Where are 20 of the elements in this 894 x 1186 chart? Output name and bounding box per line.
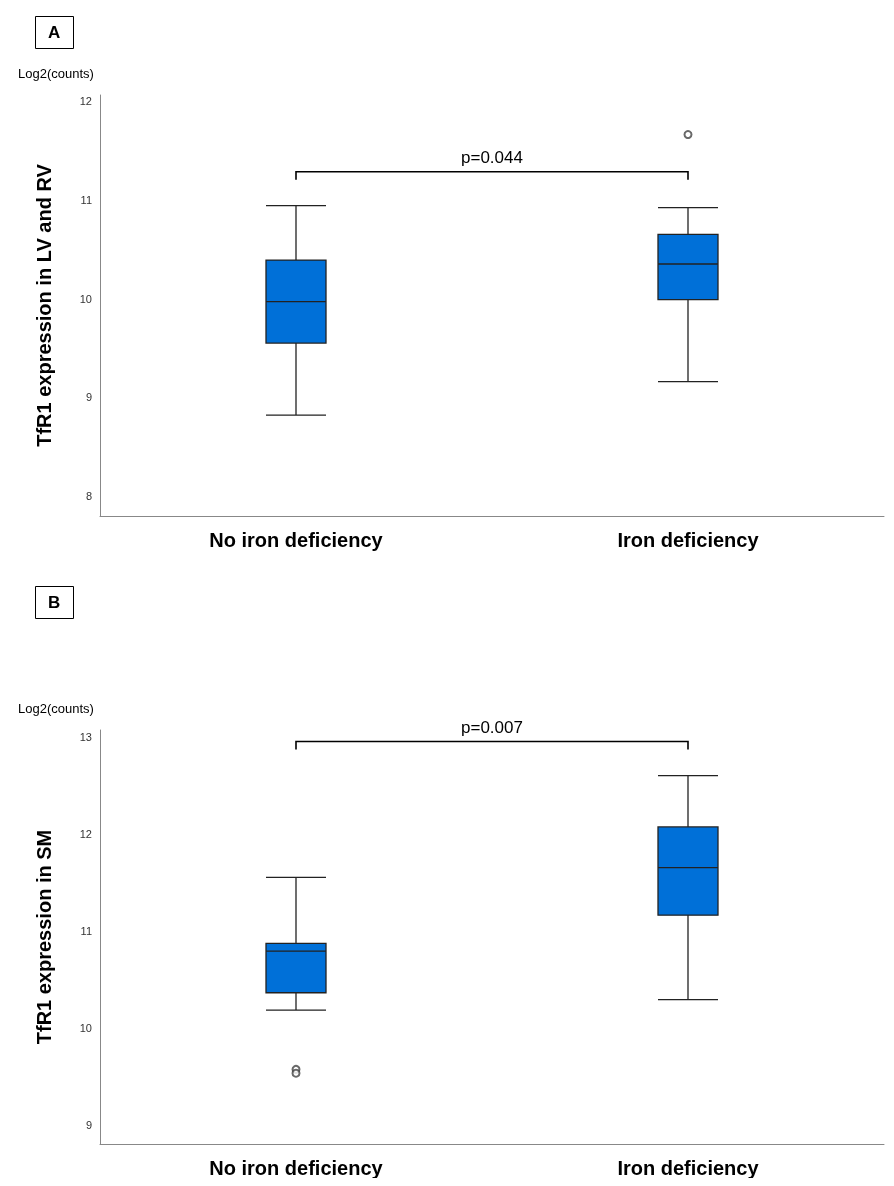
y-tick-label: 10 xyxy=(79,1021,92,1034)
x-tick-label: No iron deficiency xyxy=(209,529,384,551)
y-tick-label: 12 xyxy=(79,827,92,840)
y-tick-label: 13 xyxy=(79,730,92,743)
y-tick-label: 11 xyxy=(80,193,92,206)
y-tick-label: 12 xyxy=(79,94,92,107)
y-tick-label: 9 xyxy=(85,1118,92,1131)
x-tick-label: Iron deficiency xyxy=(617,529,760,551)
y-tick-label: 10 xyxy=(79,292,92,305)
text: Log2(counts) xyxy=(18,701,94,716)
y-tick-label: 11 xyxy=(80,924,92,937)
y-tick-label: 9 xyxy=(85,391,92,404)
chart-title: B xyxy=(48,593,61,612)
y-axis-title: TfR1 expression in LV and RV xyxy=(33,163,55,447)
y-axis-title: TfR1 expression in SM xyxy=(33,829,55,1045)
annotation: p=0.007 xyxy=(461,717,523,737)
y-tick-label: 8 xyxy=(85,490,92,503)
text: Log2(counts) xyxy=(18,66,94,81)
annotation: p=0.044 xyxy=(461,147,523,167)
chart-title: A xyxy=(48,23,61,42)
